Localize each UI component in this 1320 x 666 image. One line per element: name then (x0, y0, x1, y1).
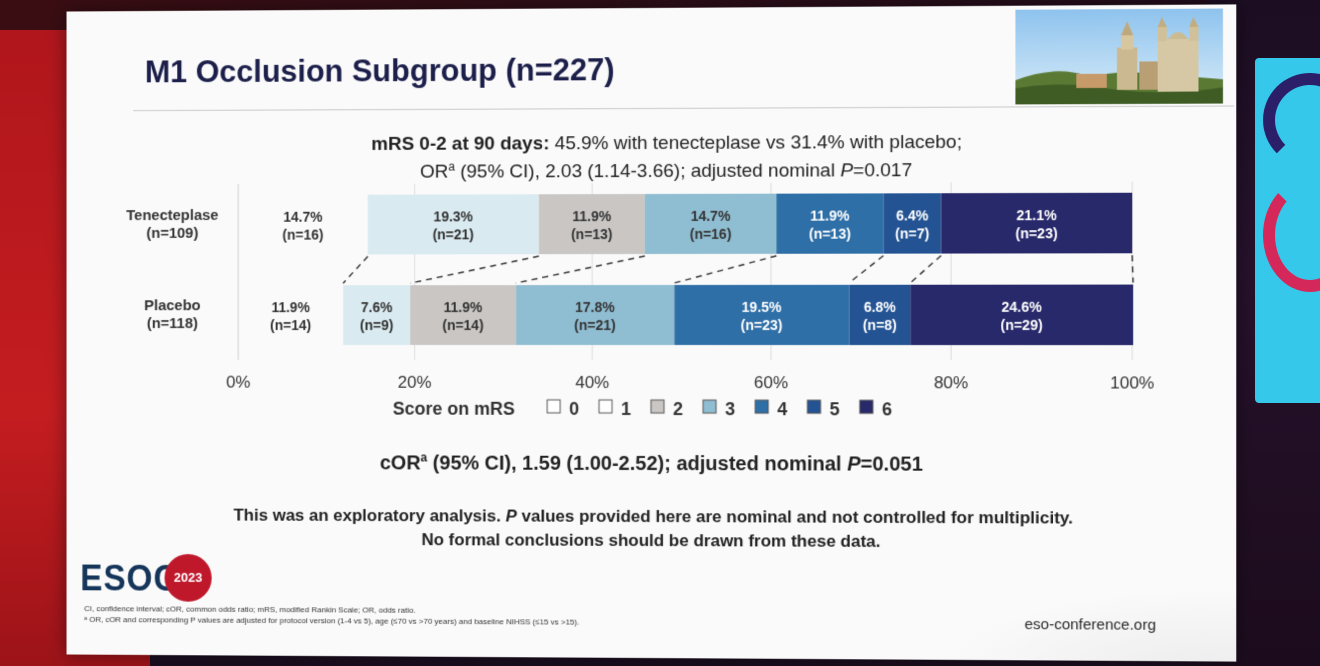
segment-count-label: (n=23) (1015, 225, 1057, 241)
segment-percent-label: 21.1% (1016, 207, 1056, 223)
row-label: Tenecteplase (126, 208, 218, 224)
segment-count-label: (n=14) (442, 317, 483, 333)
cor-p-label: P (847, 453, 861, 476)
legend-swatch (599, 399, 613, 414)
row-label: Placebo (144, 298, 200, 314)
legend-label: 6 (882, 399, 892, 419)
website-url: eso-conference.org (1024, 615, 1156, 634)
x-tick-label: 40% (575, 373, 609, 392)
disclaimer-line-1a: This was an exploratory analysis. (233, 505, 506, 526)
segment-count-label: (n=7) (895, 225, 929, 241)
legend-label: 5 (830, 399, 840, 419)
legend-label: 3 (725, 399, 735, 419)
segment-percent-label: 6.4% (896, 207, 928, 223)
segment-count-label: (n=16) (282, 227, 323, 243)
x-tick-label: 60% (754, 373, 788, 392)
bar-segment (644, 193, 777, 255)
legend-label: 2 (673, 399, 683, 419)
segment-count-label: (n=21) (433, 226, 474, 242)
bar-segment (849, 284, 911, 346)
presentation-slide: M1 Occlusion Subgroup (n=227) m (66, 4, 1237, 662)
segment-percent-label: 19.3% (434, 208, 473, 224)
legend-swatch (807, 400, 820, 413)
disclaimer-line-1b: values provided here are nominal and not… (516, 506, 1074, 528)
year-badge: 2023 (164, 553, 212, 602)
segment-percent-label: 11.9% (271, 299, 309, 315)
cumulative-connector-line (674, 256, 776, 283)
bar-segment (910, 284, 1134, 346)
disclaimer-line-2: No formal conclusions should be drawn fr… (421, 530, 881, 551)
cor-text: (95% CI), 1.59 (1.00-2.52); adjusted nom… (427, 452, 848, 476)
cumulative-connector-line (410, 256, 539, 283)
bar-segment (674, 284, 850, 346)
bar-segment (776, 193, 884, 254)
cumulative-connector-line (910, 256, 941, 283)
common-odds-ratio: cORa (95% CI), 1.59 (1.00-2.52); adjuste… (332, 450, 972, 476)
bar-segment (883, 193, 942, 254)
segment-count-label: (n=23) (741, 317, 783, 333)
x-tick-label: 100% (1110, 373, 1154, 392)
segment-percent-label: 19.5% (742, 299, 782, 315)
footnote-line-2: ᵃ OR, cOR and corresponding P values are… (84, 615, 580, 627)
segment-percent-label: 17.8% (575, 299, 615, 315)
segment-count-label: (n=9) (360, 317, 393, 333)
legend-label: 4 (777, 399, 787, 419)
legend-swatch (650, 399, 665, 414)
cor-p-value: =0.051 (860, 453, 923, 476)
segment-percent-label: 11.9% (572, 208, 611, 224)
segment-percent-label: 14.7% (691, 208, 731, 224)
disclaimer: This was an exploratory analysis. P valu… (155, 503, 1155, 555)
stacked-bar-chart: 0% 20% 40% 60% 80% 100% Tenecteplase (n=109) 14.… (126, 4, 1154, 419)
segment-count-label: (n=21) (574, 317, 616, 333)
cumulative-connector-line (343, 256, 368, 283)
legend-swatch (547, 400, 560, 413)
bar-segment (343, 285, 411, 345)
side-screen-arc-icon (1263, 178, 1320, 292)
disclaimer-p: P (505, 506, 517, 526)
cumulative-connector-line (1132, 255, 1133, 282)
row-n-label: (n=118) (147, 316, 198, 332)
x-tick-label: 80% (934, 373, 968, 392)
bar-segment (410, 285, 516, 345)
legend-swatch (755, 400, 768, 413)
segment-count-label: (n=8) (863, 317, 897, 333)
legend-swatch (860, 400, 873, 413)
segment-percent-label: 11.9% (444, 299, 483, 315)
x-tick-label: 0% (226, 373, 250, 392)
cumulative-connector-line (849, 256, 883, 283)
basilica-photo (1015, 8, 1223, 105)
row-n-label: (n=109) (146, 226, 198, 242)
segment-percent-label: 6.8% (864, 299, 896, 315)
segment-count-label: (n=13) (571, 226, 612, 242)
legend-label: 1 (621, 399, 631, 419)
side-screen-arc-icon (1263, 73, 1320, 167)
bar-segment (515, 284, 675, 346)
bar-segment (941, 192, 1133, 254)
footnote: CI, confidence interval; cOR, common odd… (84, 603, 579, 628)
segment-percent-label: 7.6% (361, 299, 393, 315)
segment-count-label: (n=16) (690, 226, 732, 242)
cor-label: cOR (379, 452, 421, 475)
segment-percent-label: 14.7% (283, 209, 322, 225)
segment-percent-label: 24.6% (1001, 299, 1041, 315)
legend-swatch (701, 399, 716, 414)
segment-count-label: (n=29) (1000, 317, 1042, 333)
side-screen (1255, 58, 1320, 403)
cumulative-connector-line (516, 256, 645, 283)
segment-count-label: (n=13) (809, 226, 851, 242)
bar-segment (367, 194, 539, 255)
bar-segment (538, 194, 645, 255)
legend-title: Score on mRS (393, 399, 515, 419)
segment-percent-label: 11.9% (810, 207, 849, 223)
legend-label: 0 (569, 399, 579, 419)
x-tick-label: 20% (398, 373, 432, 392)
segment-count-label: (n=14) (270, 317, 311, 333)
